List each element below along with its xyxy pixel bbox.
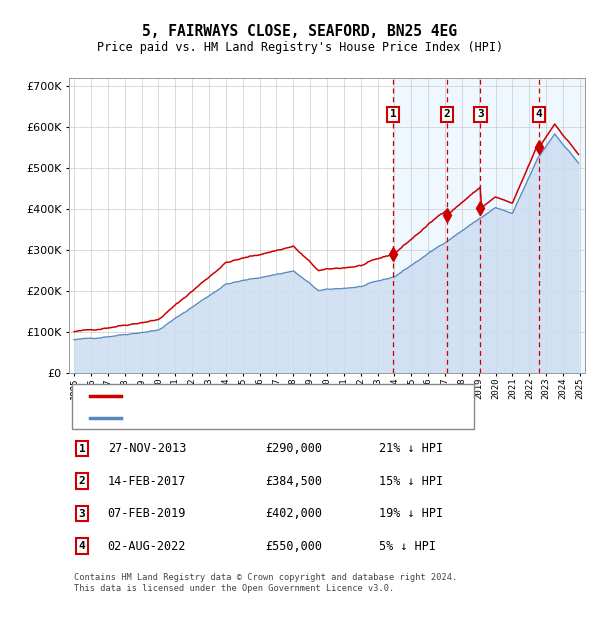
Text: 1: 1 — [79, 443, 85, 454]
Text: HPI: Average price, detached house, Lewes: HPI: Average price, detached house, Lewe… — [131, 413, 387, 423]
Text: 19% ↓ HPI: 19% ↓ HPI — [379, 507, 443, 520]
Text: 14-FEB-2017: 14-FEB-2017 — [108, 474, 186, 487]
Text: 5% ↓ HPI: 5% ↓ HPI — [379, 540, 436, 553]
Text: 07-FEB-2019: 07-FEB-2019 — [108, 507, 186, 520]
Bar — [393, 78, 585, 373]
Text: 4: 4 — [536, 110, 542, 120]
FancyBboxPatch shape — [71, 384, 474, 430]
Text: 5, FAIRWAYS CLOSE, SEAFORD, BN25 4EG: 5, FAIRWAYS CLOSE, SEAFORD, BN25 4EG — [143, 24, 458, 38]
Text: £290,000: £290,000 — [265, 442, 322, 455]
Text: 3: 3 — [477, 110, 484, 120]
Text: 5, FAIRWAYS CLOSE, SEAFORD, BN25 4EG (detached house): 5, FAIRWAYS CLOSE, SEAFORD, BN25 4EG (de… — [131, 391, 462, 401]
Text: 3: 3 — [79, 508, 85, 519]
Text: 02-AUG-2022: 02-AUG-2022 — [108, 540, 186, 553]
Text: £402,000: £402,000 — [265, 507, 322, 520]
Text: Price paid vs. HM Land Registry's House Price Index (HPI): Price paid vs. HM Land Registry's House … — [97, 41, 503, 54]
Text: Contains HM Land Registry data © Crown copyright and database right 2024.
This d: Contains HM Land Registry data © Crown c… — [74, 574, 457, 593]
Text: 2: 2 — [79, 476, 85, 486]
Text: 27-NOV-2013: 27-NOV-2013 — [108, 442, 186, 455]
Text: £384,500: £384,500 — [265, 474, 322, 487]
Text: 2: 2 — [443, 110, 451, 120]
Text: 21% ↓ HPI: 21% ↓ HPI — [379, 442, 443, 455]
Text: 4: 4 — [79, 541, 85, 551]
Text: £550,000: £550,000 — [265, 540, 322, 553]
Text: 15% ↓ HPI: 15% ↓ HPI — [379, 474, 443, 487]
Text: 1: 1 — [389, 110, 397, 120]
